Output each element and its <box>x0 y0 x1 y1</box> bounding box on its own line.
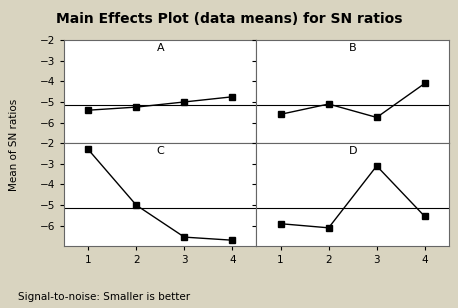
Text: Mean of SN ratios: Mean of SN ratios <box>9 99 19 191</box>
Text: A: A <box>157 43 164 53</box>
Text: C: C <box>157 146 164 156</box>
Text: Main Effects Plot (data means) for SN ratios: Main Effects Plot (data means) for SN ra… <box>56 12 402 26</box>
Text: B: B <box>349 43 356 53</box>
Text: Signal-to-noise: Smaller is better: Signal-to-noise: Smaller is better <box>18 292 191 302</box>
Text: D: D <box>349 146 357 156</box>
